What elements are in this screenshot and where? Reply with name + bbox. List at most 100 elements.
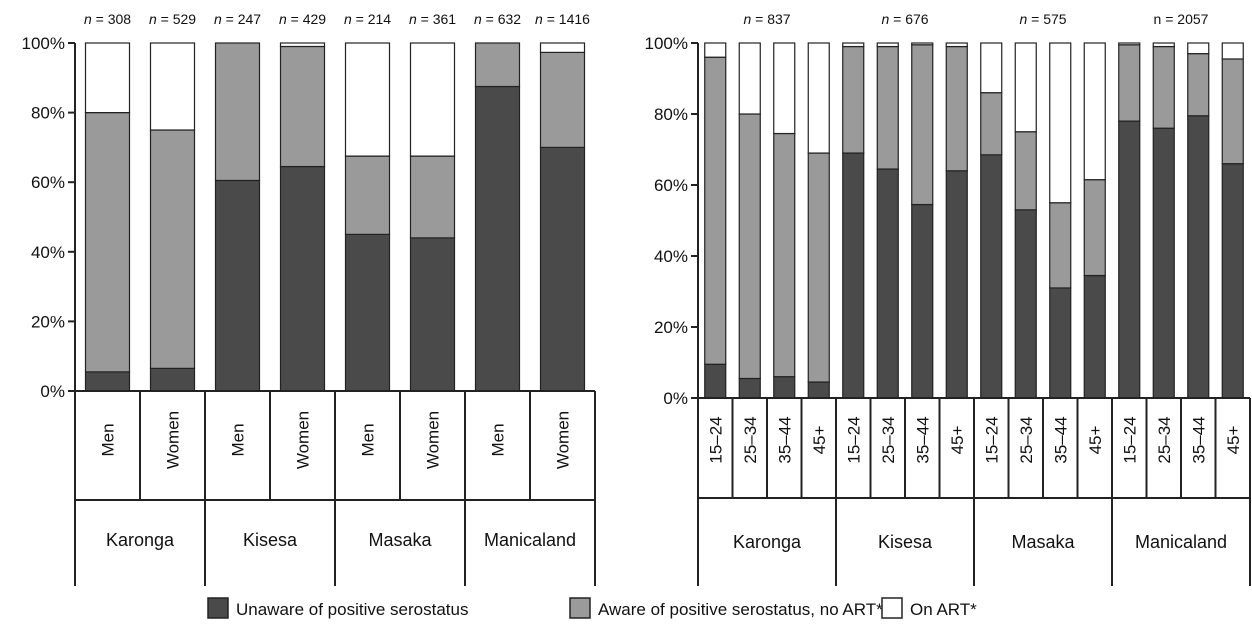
right-n-label-value: = 575: [1027, 11, 1067, 27]
left-bar-seg-unaware: [409, 237, 456, 392]
left-n-label-prefix: n: [214, 11, 222, 27]
right-category-label: 25–34: [1017, 416, 1036, 463]
left-group-label: Karonga: [106, 530, 175, 550]
right-bar-seg-aware: [1083, 179, 1106, 277]
left-n-label-value: = 308: [92, 11, 132, 27]
right-bar-seg-unaware: [980, 154, 1003, 399]
left-category-label: Men: [229, 423, 248, 456]
right-bar-seg-on_art: [704, 42, 727, 58]
left-group-label: Kisesa: [243, 530, 298, 550]
left-n-label-prefix: n: [84, 11, 92, 27]
left-n-label-value: = 529: [157, 11, 197, 27]
left-bar-seg-aware: [149, 129, 196, 369]
left-bar-seg-on_art: [149, 42, 196, 131]
right-bar-seg-unaware: [842, 152, 865, 399]
right-bar-seg-on_art: [1083, 42, 1106, 181]
right-n-label-prefix: n: [881, 11, 889, 27]
right-bar-seg-aware: [945, 45, 968, 172]
left-n-label-value: = 429: [287, 11, 327, 27]
left-bar-seg-aware: [84, 111, 131, 373]
left-n-label: n = 632: [474, 11, 521, 27]
right-bar-seg-on_art: [945, 42, 968, 48]
right-bar-seg-aware: [1152, 45, 1175, 129]
right-bar-seg-on_art: [738, 42, 761, 115]
right-bar-seg-aware: [1118, 44, 1141, 122]
right-bar-seg-aware: [911, 44, 934, 206]
right-category-label: 45+: [948, 426, 967, 455]
right-bar-seg-unaware: [1014, 209, 1037, 399]
left-group-label: Manicaland: [484, 530, 576, 550]
right-category-label: 35–44: [775, 416, 794, 463]
right-bar-seg-on_art: [876, 42, 899, 48]
left-category-label: Men: [489, 423, 508, 456]
right-n-label-value: = 837: [751, 11, 791, 27]
right-category-label: 15–24: [1120, 416, 1139, 463]
left-n-label: n = 247: [214, 11, 261, 27]
left-y-tick-label: 80%: [31, 104, 65, 123]
right-bar-seg-aware: [1049, 202, 1072, 289]
right-bar-seg-on_art: [1049, 42, 1072, 204]
left-bar-seg-aware: [539, 51, 586, 148]
right-bar-seg-unaware: [1049, 287, 1072, 399]
left-n-label-prefix: n: [149, 11, 157, 27]
right-category-label: 25–34: [879, 416, 898, 463]
left-n-label: n = 429: [279, 11, 326, 27]
right-bar-seg-aware: [704, 56, 727, 365]
left-bar-seg-on_art: [279, 42, 326, 48]
right-y-tick-label: 80%: [654, 105, 688, 124]
left-bar-seg-on_art: [539, 42, 586, 53]
right-bar-seg-unaware: [911, 203, 934, 399]
right-bar-seg-aware: [980, 92, 1003, 156]
left-category-label: Men: [99, 423, 118, 456]
right-group-label: Kisesa: [878, 532, 933, 552]
right-category-label: 45+: [810, 426, 829, 455]
left-y-tick-label: 20%: [31, 312, 65, 331]
left-bar-seg-aware: [214, 42, 261, 182]
legend-label: Unaware of positive serostatus: [236, 600, 468, 619]
legend-swatch-on_art: [881, 597, 903, 619]
right-category-label: 15–24: [982, 416, 1001, 463]
left-n-label-prefix: n: [535, 11, 543, 27]
right-group-label: Manicaland: [1135, 532, 1227, 552]
right-n-label: n = 2057: [1154, 11, 1209, 27]
left-category-label: Women: [164, 411, 183, 469]
left-bar-seg-on_art: [84, 42, 131, 114]
right-bar-seg-on_art: [911, 42, 934, 46]
left-bar-seg-unaware: [279, 165, 326, 392]
legend-swatch-unaware: [207, 597, 229, 619]
right-n-label: n = 676: [881, 11, 928, 27]
legend: Unaware of positive serostatus Aware of p…: [207, 597, 977, 619]
right-category-label: 15–24: [706, 416, 725, 463]
right-bar-seg-on_art: [842, 42, 865, 48]
left-n-label-prefix: n: [344, 11, 352, 27]
left-n-label-value: = 214: [352, 11, 392, 27]
right-n-label-value: = 676: [889, 11, 929, 27]
left-bar-seg-unaware: [344, 233, 391, 392]
left-n-label-value: = 247: [222, 11, 262, 27]
left-y-tick-label: 100%: [22, 34, 65, 53]
left-category-label: Women: [424, 411, 443, 469]
right-bar-seg-on_art: [1118, 42, 1141, 46]
left-n-label-value: = 1416: [543, 11, 590, 27]
left-bar-seg-on_art: [344, 42, 391, 157]
right-bar-seg-unaware: [1118, 120, 1141, 399]
right-y-tick-label: 60%: [654, 176, 688, 195]
legend-label: On ART*: [910, 600, 977, 619]
left-bar-seg-aware: [409, 155, 456, 239]
left-n-label: n = 308: [84, 11, 131, 27]
right-y-tick-label: 0%: [663, 389, 688, 408]
left-n-label: n = 1416: [535, 11, 590, 27]
left-group-label: Masaka: [368, 530, 432, 550]
right-y-tick-label: 100%: [645, 34, 688, 53]
left-category-label: Women: [294, 411, 313, 469]
right-category-label: 35–44: [1189, 416, 1208, 463]
left-bar-seg-aware: [344, 155, 391, 236]
right-category-label: 45+: [1086, 426, 1105, 455]
left-bar-seg-unaware: [539, 146, 586, 392]
right-bar-seg-unaware: [738, 377, 761, 399]
right-bar-seg-aware: [807, 152, 830, 383]
left-n-label: n = 361: [409, 11, 456, 27]
right-bar-seg-unaware: [807, 381, 830, 399]
right-bar-seg-aware: [1187, 53, 1210, 117]
right-y-tick-label: 20%: [654, 318, 688, 337]
